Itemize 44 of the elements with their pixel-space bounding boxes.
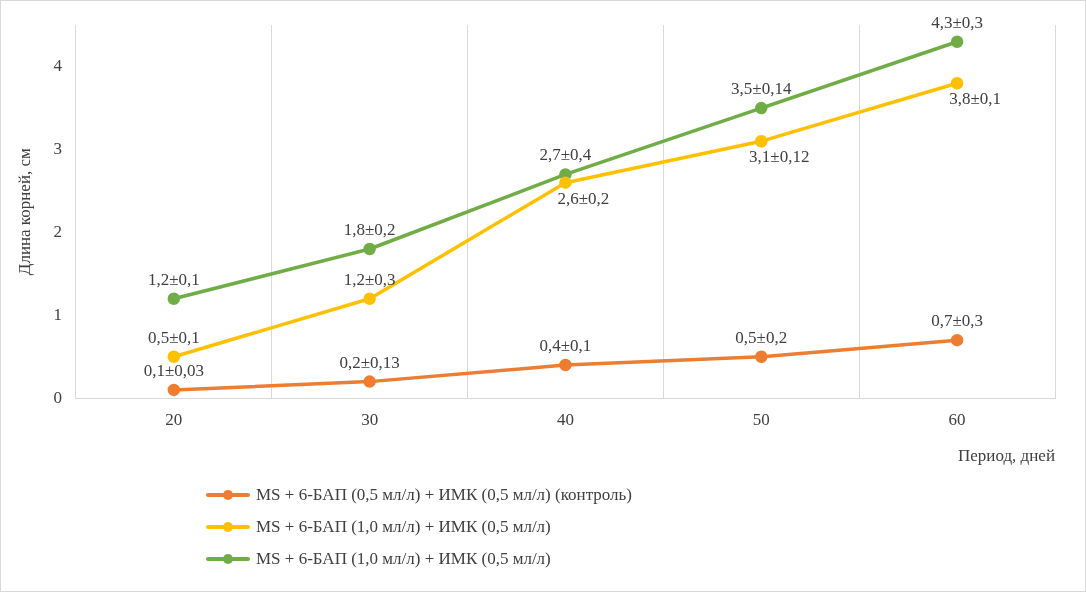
data-label: 0,5±0,1 (147, 327, 200, 347)
y-tick-label: 0 (53, 387, 62, 407)
point (167, 350, 181, 364)
data-label: 3,5±0,14 (731, 79, 792, 99)
point (950, 76, 964, 90)
point (950, 333, 964, 347)
data-label: 3,1±0,12 (749, 147, 810, 167)
legend-label: MS + 6-БАП (1,0 мл/л) + ИМК (0,5 мл/л) (256, 549, 551, 569)
x-tick-label: 20 (165, 409, 183, 429)
data-label: 4,3±0,3 (931, 12, 984, 32)
point (363, 375, 376, 388)
y-axis-title: Длина корней, см (14, 147, 34, 276)
point (559, 176, 572, 189)
point (755, 101, 768, 115)
data-label: 0,4±0,1 (539, 336, 592, 356)
legend-label: MS + 6-БАП (1,0 мл/л) + ИМК (0,5 мл/л) (256, 517, 551, 537)
x-tick-label: 60 (948, 409, 966, 429)
point (167, 383, 181, 397)
point (950, 35, 964, 49)
y-tick-label: 4 (53, 56, 63, 76)
point (363, 242, 376, 256)
data-label: 2,6±0,2 (557, 188, 610, 208)
point (363, 292, 376, 305)
data-label: 0,2±0,13 (339, 352, 400, 372)
point (755, 134, 768, 148)
y-tick-label: 2 (53, 221, 62, 241)
data-label: 0,7±0,3 (931, 311, 984, 331)
x-tick-label: 50 (752, 409, 770, 429)
x-axis-title: Период, дней (958, 446, 1055, 466)
y-tick-label: 1 (53, 304, 62, 324)
data-label: 1,2±0,1 (147, 269, 200, 289)
point (755, 350, 768, 364)
point (167, 292, 181, 305)
data-label: 1,8±0,2 (343, 219, 396, 239)
data-label: 0,5±0,2 (735, 327, 788, 347)
point (559, 358, 572, 372)
data-label: 3,8±0,1 (949, 89, 1002, 109)
x-tick-label: 30 (361, 409, 379, 429)
data-label: 1,2±0,3 (343, 269, 396, 289)
data-label: 2,7±0,4 (539, 145, 592, 165)
legend-label: MS + 6-БАП (0,5 мл/л) + ИМК (0,5 мл/л) (контроль) (256, 485, 632, 505)
x-tick-label: 40 (556, 409, 574, 429)
data-label: 0,1±0,03 (143, 360, 204, 380)
y-tick-label: 3 (53, 139, 62, 158)
